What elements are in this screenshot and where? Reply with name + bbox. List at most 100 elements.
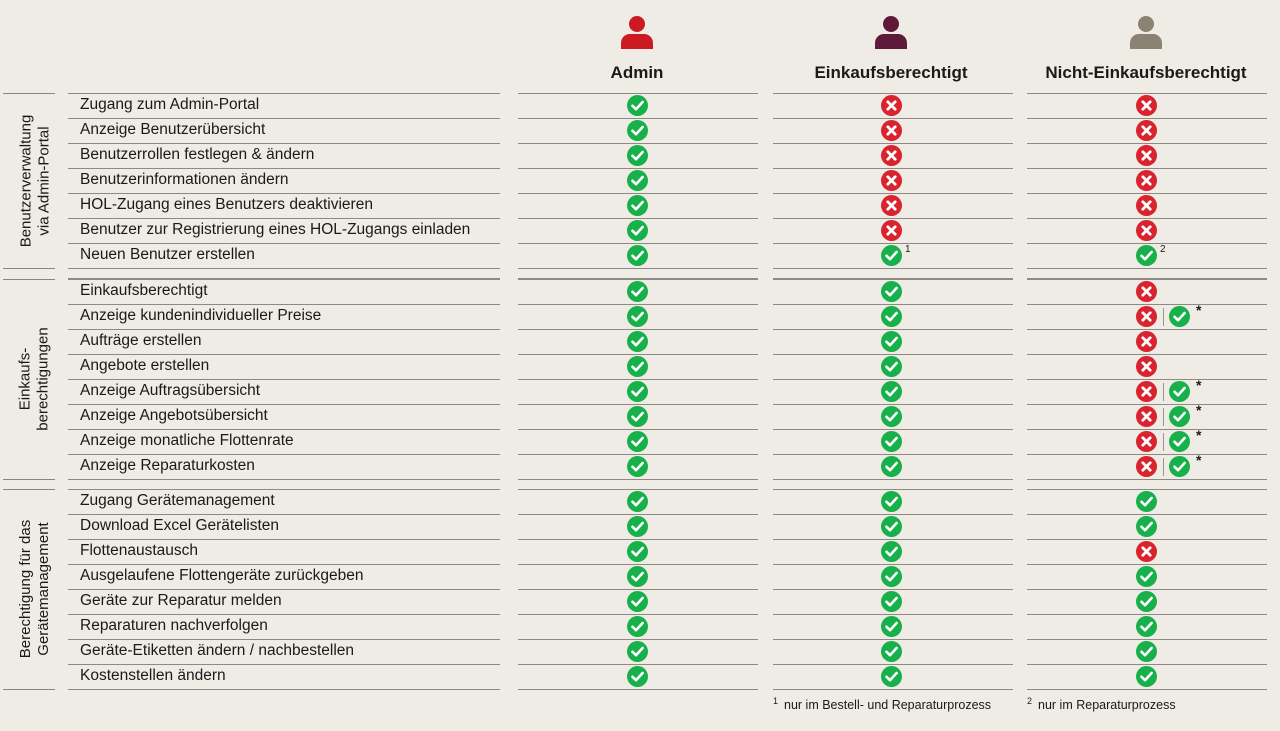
- table-row: Benutzerinformationen ändern: [0, 168, 1280, 193]
- check-icon: [881, 641, 902, 662]
- check-icon: [881, 516, 902, 537]
- divider: [773, 664, 1013, 665]
- check-icon: [627, 406, 648, 427]
- permission-cell: [1136, 616, 1187, 638]
- row-label: Anzeige Angebotsübersicht: [80, 407, 268, 424]
- column-header: Nicht-Einkaufsberechtigt: [1021, 0, 1271, 90]
- permission-cell: [1136, 356, 1187, 378]
- cross-icon: [1136, 541, 1157, 562]
- divider: [68, 93, 500, 94]
- cross-icon: [1136, 120, 1157, 141]
- table-row: Aufträge erstellen: [0, 329, 1280, 354]
- table-row: Benutzer zur Registrierung eines HOL-Zug…: [0, 218, 1280, 243]
- check-icon: [627, 331, 648, 352]
- footnote: 1 nur im Bestell- und Reparaturprozess: [773, 696, 991, 712]
- row-label: Angebote erstellen: [80, 357, 210, 374]
- divider: [518, 614, 758, 615]
- footnote-mark: 1: [773, 696, 779, 706]
- person-icon: [875, 16, 907, 50]
- check-icon: [1169, 406, 1190, 427]
- check-icon: [627, 170, 648, 191]
- row-label: Anzeige Benutzerübersicht: [80, 121, 266, 138]
- check-icon: [627, 195, 648, 216]
- group-divider: [3, 479, 55, 480]
- table-row: Anzeige Benutzerübersicht: [0, 118, 1280, 143]
- check-icon: [881, 541, 902, 562]
- divider: [68, 304, 500, 305]
- divider: [1027, 639, 1267, 640]
- person-icon: [1130, 16, 1162, 50]
- cross-icon: [1136, 170, 1157, 191]
- divider: [773, 93, 1013, 94]
- group-divider: [3, 93, 55, 94]
- check-icon: [881, 406, 902, 427]
- row-label: Einkaufsberechtigt: [80, 282, 208, 299]
- check-icon: [1136, 245, 1157, 266]
- row-label: Zugang zum Admin-Portal: [80, 96, 260, 113]
- divider: [518, 539, 758, 540]
- row-label: Benutzer zur Registrierung eines HOL-Zug…: [80, 221, 471, 238]
- check-icon: [1136, 666, 1157, 687]
- cross-icon: [1136, 281, 1157, 302]
- table-row: Angebote erstellen: [0, 354, 1280, 379]
- divider: [1027, 268, 1267, 269]
- check-icon: [627, 95, 648, 116]
- permission-cell: [627, 120, 678, 142]
- cross-icon: [881, 170, 902, 191]
- divider: [518, 118, 758, 119]
- divider: [773, 564, 1013, 565]
- check-icon: [627, 491, 648, 512]
- table-row: Zugang zum Admin-Portal: [0, 93, 1280, 118]
- check-icon: [1136, 591, 1157, 612]
- permission-cell: 1: [881, 244, 932, 267]
- divider: [773, 168, 1013, 169]
- separator: [1163, 308, 1164, 326]
- row-label: HOL-Zugang eines Benutzers deaktivieren: [80, 196, 373, 213]
- permission-cell: [627, 220, 678, 242]
- divider: [773, 379, 1013, 380]
- footnote-text: nur im Reparaturprozess: [1038, 698, 1176, 713]
- check-icon: [881, 331, 902, 352]
- divider: [773, 614, 1013, 615]
- divider: [68, 218, 500, 219]
- divider: [1027, 479, 1267, 480]
- permission-cell: [1136, 195, 1187, 217]
- check-icon: [881, 306, 902, 327]
- divider: [773, 118, 1013, 119]
- permission-cell: [627, 281, 678, 303]
- divider: [68, 329, 500, 330]
- permission-cell: [881, 145, 932, 167]
- table-row: HOL-Zugang eines Benutzers deaktivieren: [0, 193, 1280, 218]
- check-icon: [627, 381, 648, 402]
- permission-cell: [1136, 331, 1187, 353]
- divider: [68, 279, 500, 280]
- column-header: Admin: [512, 0, 762, 90]
- divider: [518, 279, 758, 280]
- permission-cell: *: [1136, 452, 1220, 478]
- divider: [518, 93, 758, 94]
- divider: [68, 379, 500, 380]
- table-row: Einkaufsberechtigt: [0, 279, 1280, 304]
- group-divider: [3, 279, 55, 280]
- check-icon: [627, 220, 648, 241]
- permission-cell: [627, 541, 678, 563]
- divider: [68, 589, 500, 590]
- check-icon: [1136, 616, 1157, 637]
- divider: [518, 639, 758, 640]
- divider: [68, 168, 500, 169]
- divider: [518, 143, 758, 144]
- table-row: Ausgelaufene Flottengeräte zurückgeben: [0, 564, 1280, 589]
- divider: [773, 268, 1013, 269]
- divider: [1027, 143, 1267, 144]
- row-label: Benutzerinformationen ändern: [80, 171, 289, 188]
- divider: [1027, 354, 1267, 355]
- cross-icon: [881, 95, 902, 116]
- permission-cell: [1136, 541, 1187, 563]
- check-icon: [627, 516, 648, 537]
- divider: [518, 379, 758, 380]
- row-label: Flottenaustausch: [80, 542, 199, 559]
- cross-icon: [881, 220, 902, 241]
- permission-cell: [627, 331, 678, 353]
- divider: [68, 193, 500, 194]
- permission-cell: [881, 566, 932, 588]
